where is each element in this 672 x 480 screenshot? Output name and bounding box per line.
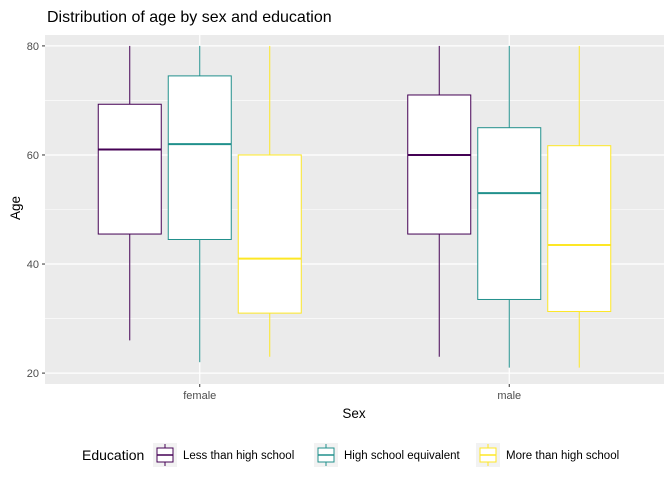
y-tick-label: 20: [27, 368, 39, 380]
box-female-2: [167, 45, 232, 363]
box-male-1: [407, 45, 472, 357]
box-body: [477, 127, 542, 300]
legend: Education Less than high school High schoo…: [82, 443, 619, 467]
box-female-1: [97, 45, 162, 341]
box-series: [97, 45, 612, 368]
legend-item-3: More than high school: [476, 443, 619, 467]
x-axis-title: Sex: [342, 406, 366, 421]
box-male-2: [477, 45, 542, 368]
legend-item-1: Less than high school: [153, 443, 294, 467]
box-body: [167, 75, 232, 240]
x-tick-label: male: [497, 390, 521, 402]
y-axis-title: Age: [8, 196, 23, 220]
legend-label: More than high school: [506, 450, 619, 462]
y-tick-label: 80: [27, 41, 39, 53]
x-axis: female male: [183, 384, 521, 402]
box-male-3: [547, 45, 612, 368]
legend-title: Education: [82, 447, 144, 463]
y-tick-label: 60: [27, 150, 39, 162]
box-female-3: [237, 45, 302, 357]
chart-title: Distribution of age by sex and education: [47, 9, 332, 26]
legend-item-2: High school equivalent: [314, 443, 461, 467]
y-axis: 20 40 60 80: [27, 41, 45, 380]
box-body: [97, 103, 162, 235]
y-tick-label: 40: [27, 259, 39, 271]
box-body: [407, 94, 472, 235]
x-tick-label: female: [183, 390, 216, 402]
legend-label: Less than high school: [183, 450, 294, 462]
box-body: [547, 145, 612, 312]
box-body: [237, 154, 302, 314]
legend-label: High school equivalent: [344, 450, 461, 462]
